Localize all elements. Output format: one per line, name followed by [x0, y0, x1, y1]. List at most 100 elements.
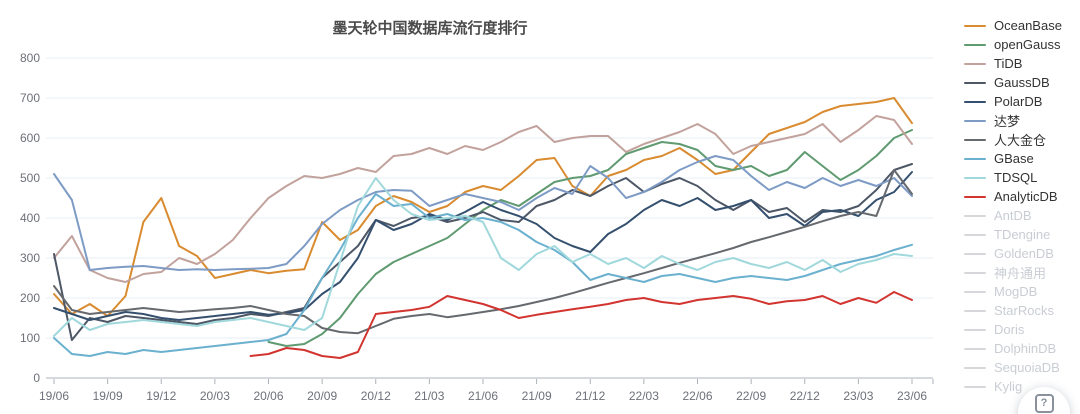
legend-item-OceanBase[interactable]: OceanBase — [964, 16, 1080, 35]
x-axis-label: 23/06 — [897, 389, 927, 403]
series-line-PolarDB — [53, 171, 913, 321]
x-axis-label: 21/03 — [414, 389, 444, 403]
x-axis-label: 19/09 — [93, 389, 123, 403]
legend-swatch — [964, 157, 986, 160]
legend-item-StarRocks[interactable]: StarRocks — [964, 301, 1080, 320]
series-line-TiDB — [53, 115, 913, 283]
legend-item-TDengine[interactable]: TDengine — [964, 225, 1080, 244]
y-axis-label: 100 — [20, 331, 40, 345]
legend-item-Kylig[interactable]: Kylig — [964, 377, 1080, 396]
legend-item-神舟通用[interactable]: 神舟通用 — [964, 263, 1080, 282]
y-axis-label: 800 — [20, 51, 40, 65]
series-line-TDSQL — [53, 177, 913, 337]
legend-swatch — [964, 24, 986, 27]
legend-item-TDSQL[interactable]: TDSQL — [964, 168, 1080, 187]
y-axis-label: 700 — [20, 91, 40, 105]
legend-swatch — [964, 100, 986, 103]
x-axis-label: 22/12 — [790, 389, 820, 403]
legend-item-人大金仓[interactable]: 人大金仓 — [964, 130, 1080, 149]
legend-swatch — [964, 309, 986, 312]
legend-item-DolphinDB[interactable]: DolphinDB — [964, 339, 1080, 358]
legend-item-TiDB[interactable]: TiDB — [964, 54, 1080, 73]
series-line-GaussDB — [53, 163, 913, 341]
series-line-GBase — [53, 193, 913, 357]
x-axis-label: 20/12 — [361, 389, 391, 403]
x-axis-label: 21/06 — [468, 389, 498, 403]
legend-label: SequoiaDB — [994, 360, 1060, 375]
legend-label: StarRocks — [994, 303, 1054, 318]
legend-item-GBase[interactable]: GBase — [964, 149, 1080, 168]
legend-label: PolarDB — [994, 94, 1043, 109]
x-axis-label: 19/06 — [39, 389, 69, 403]
y-axis-label: 0 — [33, 371, 40, 385]
legend-label: DolphinDB — [994, 341, 1057, 356]
series-line-AnalyticDB — [249, 291, 913, 359]
legend-item-达梦[interactable]: 达梦 — [964, 111, 1080, 130]
x-axis-label: 22/06 — [682, 389, 712, 403]
legend-swatch — [964, 328, 986, 331]
legend-item-GaussDB[interactable]: GaussDB — [964, 73, 1080, 92]
series-line-OceanBase — [53, 97, 913, 317]
legend-label: 达梦 — [994, 114, 1021, 129]
legend-label: Kylig — [994, 379, 1023, 394]
series-line-达梦 — [53, 155, 913, 271]
legend-item-Doris[interactable]: Doris — [964, 320, 1080, 339]
legend-label: GaussDB — [994, 75, 1050, 90]
legend-item-SequoiaDB[interactable]: SequoiaDB — [964, 358, 1080, 377]
legend-label: AntDB — [994, 208, 1032, 223]
x-axis-label: 19/12 — [146, 389, 176, 403]
y-axis-label: 600 — [20, 131, 40, 145]
legend-label: TDSQL — [994, 170, 1038, 185]
legend-swatch — [964, 81, 986, 84]
legend: OceanBase openGauss TiDB GaussDB PolarDB 达梦人大… — [964, 16, 1080, 396]
legend-swatch — [964, 62, 986, 65]
legend-swatch — [964, 233, 986, 236]
legend-label: 人大金仓 — [994, 133, 1047, 148]
legend-swatch — [964, 252, 986, 255]
legend-label: TDengine — [994, 227, 1051, 242]
legend-label: OceanBase — [994, 18, 1062, 33]
chart-title: 墨天轮中国数据库流行度排行 — [332, 20, 528, 37]
legend-swatch — [964, 176, 986, 179]
legend-item-AnalyticDB[interactable]: AnalyticDB — [964, 187, 1080, 206]
x-axis-label: 22/03 — [629, 389, 659, 403]
legend-label: TiDB — [994, 56, 1023, 71]
legend-swatch — [964, 290, 986, 293]
x-axis-label: 20/03 — [200, 389, 230, 403]
legend-swatch — [964, 385, 986, 388]
legend-swatch — [964, 347, 986, 350]
y-axis-label: 400 — [20, 211, 40, 225]
legend-label: 神舟通用 — [994, 266, 1047, 281]
x-axis-label: 20/06 — [253, 389, 283, 403]
legend-swatch — [964, 43, 986, 46]
legend-label: GBase — [994, 151, 1034, 166]
y-axis-label: 300 — [20, 251, 40, 265]
legend-swatch — [964, 271, 986, 274]
question-mark-icon: ? — [1034, 394, 1054, 413]
legend-item-GoldenDB[interactable]: GoldenDB — [964, 244, 1080, 263]
y-axis-label: 200 — [20, 291, 40, 305]
legend-swatch — [964, 195, 986, 198]
legend-label: GoldenDB — [994, 246, 1054, 261]
series-line-人大金仓 — [53, 169, 913, 335]
legend-item-MogDB[interactable]: MogDB — [964, 282, 1080, 301]
legend-item-PolarDB[interactable]: PolarDB — [964, 92, 1080, 111]
line-chart-plot: 19/06 19/09 19/12 20/03 20/06 20/09 20/12 21/03… — [20, 51, 934, 403]
y-axis-label: 500 — [20, 171, 40, 185]
legend-swatch — [964, 138, 986, 141]
legend-item-AntDB[interactable]: AntDB — [964, 206, 1080, 225]
x-axis-label: 23/03 — [843, 389, 873, 403]
x-axis-label: 21/09 — [522, 389, 552, 403]
x-axis-label: 20/09 — [307, 389, 337, 403]
legend-label: Doris — [994, 322, 1025, 337]
series-line-openGauss — [267, 129, 913, 347]
x-axis-label: 21/12 — [575, 389, 605, 403]
legend-swatch — [964, 366, 986, 369]
legend-swatch — [964, 214, 986, 217]
legend-label: openGauss — [994, 37, 1061, 52]
legend-item-openGauss[interactable]: openGauss — [964, 35, 1080, 54]
legend-swatch — [964, 119, 986, 122]
x-axis-label: 22/09 — [736, 389, 766, 403]
legend-label: AnalyticDB — [994, 189, 1058, 204]
